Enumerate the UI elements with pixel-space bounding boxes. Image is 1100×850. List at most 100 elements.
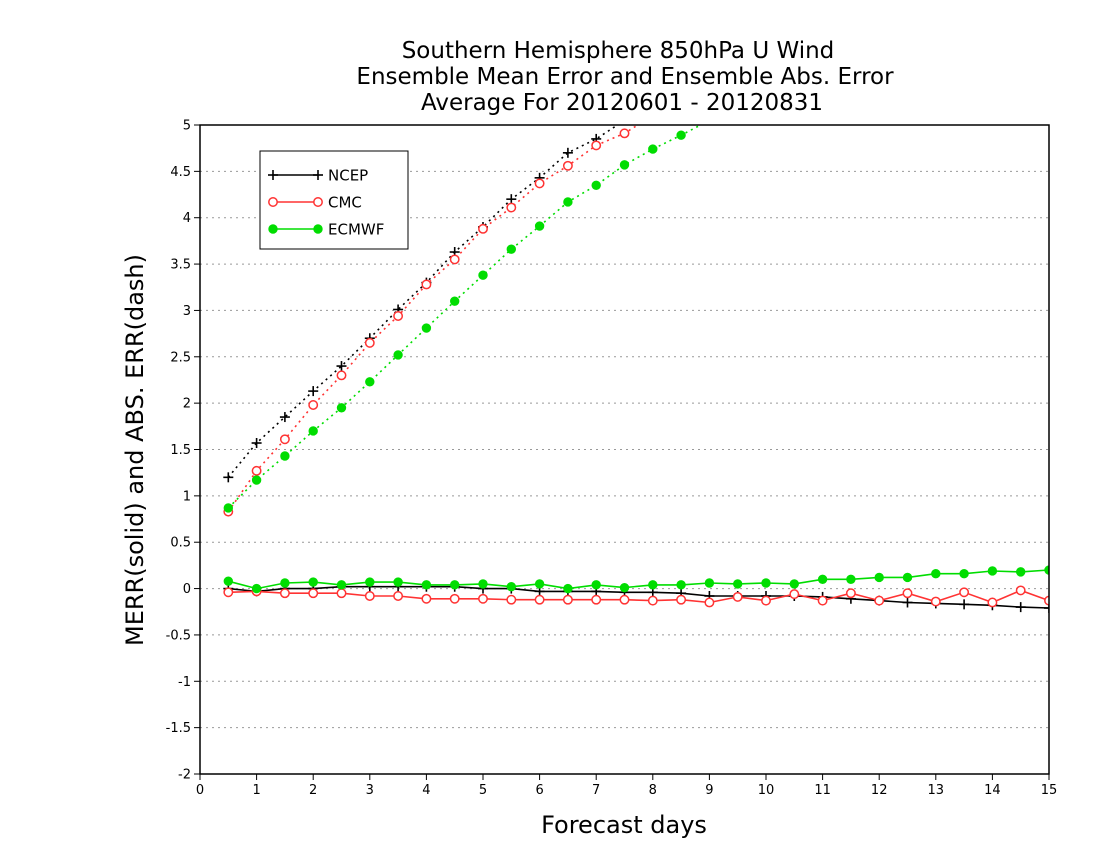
merr-point-ecmwf bbox=[1016, 567, 1026, 577]
x-tick-label: 13 bbox=[928, 783, 945, 798]
merr-point-ncep bbox=[902, 597, 913, 608]
x-tick-label: 6 bbox=[535, 783, 543, 798]
merr-point-ecmwf bbox=[733, 579, 743, 589]
merr-point-ecmwf bbox=[987, 566, 998, 576]
merr-point-ecmwf bbox=[393, 577, 403, 587]
legend-marker-ecmwf bbox=[313, 224, 323, 234]
merr-point-cmc bbox=[1015, 585, 1026, 596]
legend-label-cmc: CMC bbox=[328, 194, 362, 212]
abs-err-point-ecmwf bbox=[365, 377, 375, 387]
x-tick-label: 9 bbox=[705, 783, 713, 798]
abs-err-point-ncep bbox=[562, 147, 573, 158]
y-tick-label: 4 bbox=[183, 211, 191, 226]
y-tick-label: -2 bbox=[178, 768, 191, 783]
x-axis-label: Forecast days bbox=[541, 811, 707, 839]
merr-point-cmc bbox=[506, 594, 517, 605]
merr-point-ecmwf bbox=[902, 572, 913, 583]
title-line-1: Southern Hemisphere 850hPa U Wind bbox=[402, 38, 835, 64]
abs-err-point-cmc bbox=[562, 160, 573, 171]
legend-box bbox=[259, 150, 409, 250]
legend-label-ncep: NCEP bbox=[328, 167, 368, 185]
abs-err-point-cmc bbox=[336, 370, 347, 381]
series-cmc bbox=[223, 125, 1049, 608]
y-tick-label: 0 bbox=[183, 582, 191, 597]
merr-point-cmc bbox=[704, 597, 715, 608]
x-tick-label: 4 bbox=[422, 783, 430, 798]
abs-err-point-ecmwf bbox=[308, 426, 318, 436]
x-tick-label: 15 bbox=[1041, 783, 1058, 798]
y-tick-label: 3.5 bbox=[170, 258, 191, 273]
y-tick-label: 5 bbox=[183, 119, 191, 134]
title-line-3: Average For 20120601 - 20120831 bbox=[421, 90, 823, 116]
y-tick-label: -0.5 bbox=[166, 628, 191, 643]
merr-point-ecmwf bbox=[761, 578, 771, 588]
merr-point-ecmwf bbox=[421, 580, 432, 590]
x-tick-label: 10 bbox=[758, 783, 775, 798]
x-tick-label: 3 bbox=[366, 783, 374, 798]
legend-marker-ncep bbox=[313, 170, 323, 180]
abs-err-line-ecmwf bbox=[227, 125, 703, 509]
merr-point-cmc bbox=[421, 593, 432, 604]
chart-title: Southern Hemisphere 850hPa U Wind Ensemb… bbox=[356, 38, 894, 116]
merr-point-ecmwf bbox=[591, 580, 601, 590]
abs-err-point-cmc bbox=[478, 223, 488, 234]
merr-point-ecmwf bbox=[223, 576, 234, 586]
abs-err-point-cmc bbox=[449, 254, 460, 265]
legend-marker-ncep bbox=[268, 170, 278, 180]
merr-point-ecmwf bbox=[336, 580, 347, 590]
legend: NCEP CMC ECMWF bbox=[259, 150, 409, 250]
y-tick-label: 3 bbox=[183, 304, 191, 319]
merr-point-cmc bbox=[789, 589, 800, 600]
merr-point-ecmwf bbox=[846, 574, 856, 584]
x-tick-label: 2 bbox=[309, 783, 317, 798]
abs-err-point-cmc bbox=[619, 128, 630, 139]
merr-point-ncep bbox=[959, 599, 970, 610]
merr-point-ecmwf bbox=[308, 577, 318, 587]
abs-err-point-cmc bbox=[534, 178, 545, 189]
x-tick-label: 0 bbox=[196, 783, 204, 798]
merr-point-cmc bbox=[930, 596, 941, 607]
y-tick-label: 2.5 bbox=[170, 350, 191, 365]
legend-item-ecmwf: ECMWF bbox=[268, 221, 384, 239]
abs-err-point-ecmwf bbox=[648, 144, 658, 154]
merr-point-cmc bbox=[902, 588, 913, 599]
abs-err-point-ecmwf bbox=[478, 270, 488, 280]
merr-line-ncep bbox=[228, 585, 1049, 609]
y-tick-label: 0.5 bbox=[170, 536, 191, 551]
merr-point-ecmwf bbox=[534, 579, 545, 589]
y-axis: -2 -1.5 -1 -0.5 0 0.5 1 1.5 2 2.5 3 3.5 4 4.5 5 bbox=[166, 119, 200, 783]
x-tick-label: 8 bbox=[649, 783, 657, 798]
abs-err-point-ecmwf bbox=[563, 197, 573, 207]
abs-err-point-ncep bbox=[308, 386, 319, 397]
merr-point-cmc bbox=[336, 588, 347, 599]
abs-err-point-cmc bbox=[308, 400, 319, 410]
abs-err-point-cmc bbox=[364, 337, 375, 348]
x-tick-label: 14 bbox=[984, 783, 1001, 798]
legend-item-ncep: NCEP bbox=[268, 167, 368, 185]
merr-point-cmc bbox=[449, 593, 460, 604]
abs-err-point-ecmwf bbox=[251, 475, 262, 485]
x-tick-label: 11 bbox=[814, 783, 831, 798]
legend-marker-ecmwf bbox=[268, 224, 278, 234]
abs-err-point-cmc bbox=[251, 465, 262, 476]
merr-point-cmc bbox=[987, 597, 998, 608]
abs-err-point-cmc bbox=[506, 202, 517, 213]
abs-err-point-ncep bbox=[251, 438, 262, 449]
abs-err-point-ecmwf bbox=[591, 180, 601, 190]
merr-point-ecmwf bbox=[959, 569, 969, 579]
merr-point-cmc bbox=[761, 595, 771, 606]
abs-err-point-ecmwf bbox=[619, 160, 630, 170]
x-tick-label: 7 bbox=[592, 783, 600, 798]
merr-point-cmc bbox=[364, 591, 375, 601]
legend-marker-cmc bbox=[313, 197, 323, 207]
merr-point-ecmwf bbox=[450, 580, 460, 590]
merr-point-cmc bbox=[959, 587, 970, 598]
merr-line-ecmwf bbox=[228, 569, 1049, 590]
y-tick-label: -1 bbox=[178, 675, 191, 690]
merr-point-cmc bbox=[393, 591, 404, 601]
y-tick-label: 4.5 bbox=[170, 165, 191, 180]
merr-point-cmc bbox=[732, 591, 743, 602]
series-layer bbox=[223, 125, 1049, 614]
abs-err-point-cmc bbox=[279, 434, 290, 445]
